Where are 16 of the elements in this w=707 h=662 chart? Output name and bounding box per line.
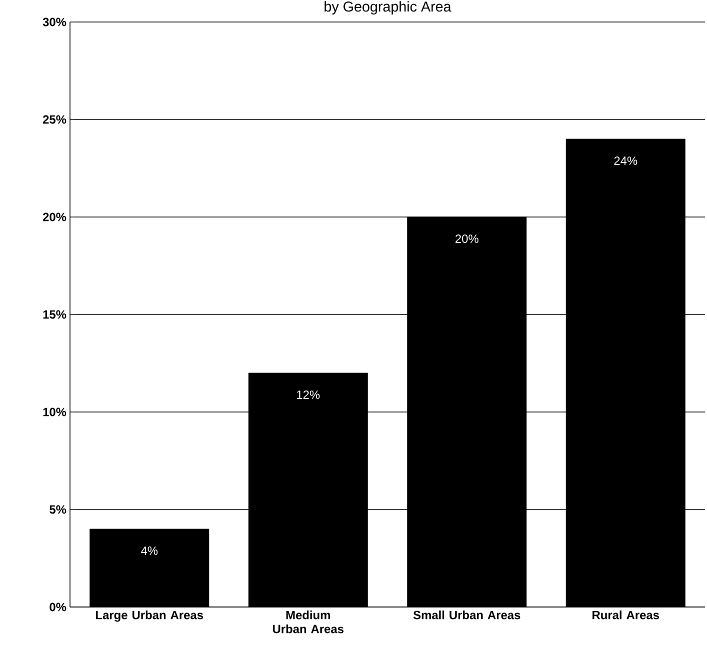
chart-title: by Geographic Area <box>324 1 452 15</box>
data-label: 4% <box>141 546 158 555</box>
y-tick-label: 0% <box>50 602 66 612</box>
x-tick-label: Small Urban Areas <box>413 610 520 620</box>
y-tick-label: 10% <box>43 408 66 416</box>
y-tick-label: 25% <box>42 115 66 124</box>
x-tick-label: Medium Urban Areas <box>272 610 344 634</box>
x-tick-label: Large Urban Areas <box>96 610 204 622</box>
y-tick-label: 30% <box>42 18 66 26</box>
y-tick-label: 5% <box>50 505 66 514</box>
y-tick-label: 20% <box>42 212 66 222</box>
y-tick-label: 15% <box>43 310 66 319</box>
data-label: 20% <box>456 234 478 243</box>
data-label: 24% <box>614 156 638 165</box>
x-tick-label: Rural Areas <box>592 610 660 620</box>
data-label: 12% <box>297 390 320 399</box>
